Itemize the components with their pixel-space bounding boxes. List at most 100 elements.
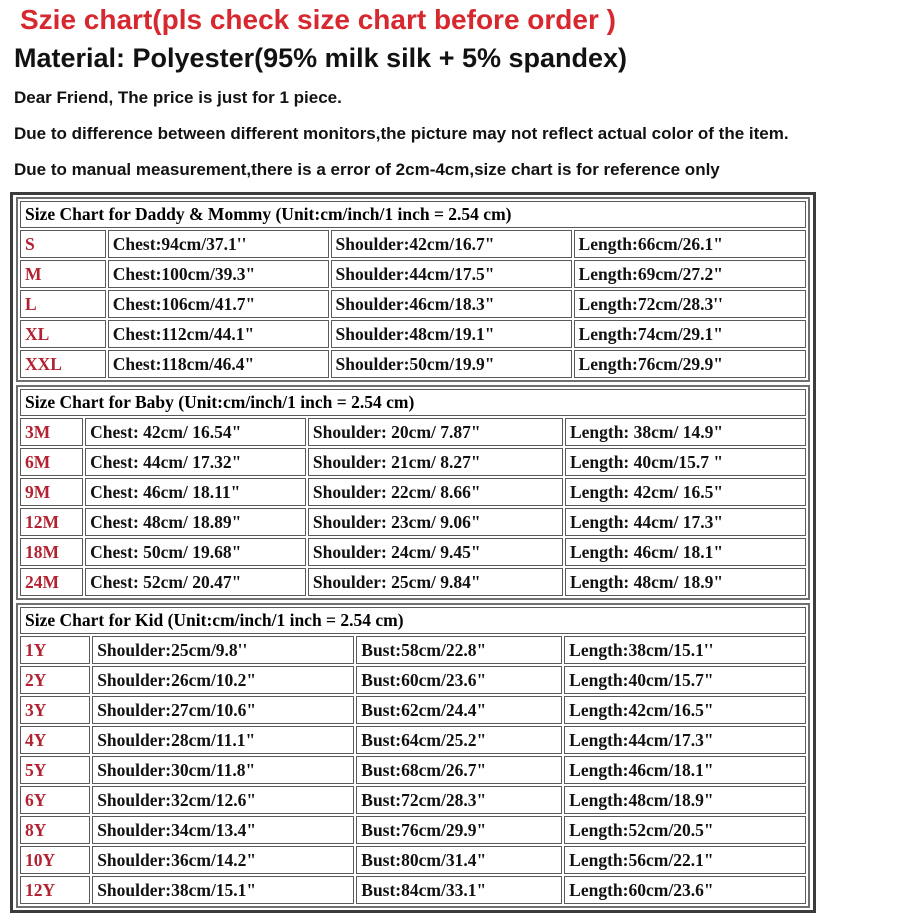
measurement-cell: Shoulder:44cm/17.5": [330, 260, 572, 288]
measurement-cell: Bust:62cm/24.4": [356, 696, 563, 724]
measurement-cell: Length:48cm/18.9": [564, 786, 806, 814]
measurement-cell: Shoulder:36cm/14.2": [92, 846, 355, 874]
measurement-cell: Shoulder: 24cm/ 9.45": [307, 538, 563, 566]
measurement-cell: Length:44cm/17.3": [564, 726, 806, 754]
measurement-cell: Length: 38cm/ 14.9": [564, 418, 806, 446]
measurement-cell: Chest:118cm/46.4": [107, 350, 329, 378]
table-row: M Chest:100cm/39.3" Shoulder:44cm/17.5" Len…: [20, 260, 806, 288]
measurement-cell: Length:72cm/28.3'': [573, 290, 806, 318]
size-label: 10Y: [20, 846, 91, 874]
measurement-cell: Chest:94cm/37.1'': [107, 230, 329, 258]
measurement-cell: Length:60cm/23.6": [564, 876, 806, 904]
table-row: 2Y Shoulder:26cm/10.2" Bust:60cm/23.6" Leng…: [20, 666, 806, 694]
measurement-cell: Chest: 52cm/ 20.47": [85, 568, 306, 596]
table-row: 18M Chest: 50cm/ 19.68" Shoulder: 24cm/ 9.…: [20, 538, 806, 566]
measurement-cell: Shoulder: 20cm/ 7.87": [307, 418, 563, 446]
measurement-cell: Bust:64cm/25.2": [356, 726, 563, 754]
measurement-cell: Length:42cm/16.5": [564, 696, 806, 724]
measurement-cell: Bust:84cm/33.1": [356, 876, 563, 904]
measurement-cell: Length:69cm/27.2": [573, 260, 806, 288]
size-label: XXL: [20, 350, 106, 378]
measurement-cell: Length:66cm/26.1": [573, 230, 806, 258]
measurement-cell: Shoulder: 23cm/ 9.06": [307, 508, 563, 536]
measurement-cell: Chest:100cm/39.3": [107, 260, 329, 288]
measurement-cell: Chest:112cm/44.1": [107, 320, 329, 348]
measurement-cell: Shoulder:26cm/10.2": [92, 666, 355, 694]
size-label: M: [20, 260, 106, 288]
size-table: Size Chart for Kid (Unit:cm/inch/1 inch …: [16, 603, 810, 908]
table-row: 3M Chest: 42cm/ 16.54" Shoulder: 20cm/ 7.8…: [20, 418, 806, 446]
measurement-cell: Shoulder:28cm/11.1": [92, 726, 355, 754]
size-label: 2Y: [20, 666, 91, 694]
measurement-cell: Length:52cm/20.5": [564, 816, 806, 844]
size-table: Size Chart for Daddy & Mommy (Unit:cm/in…: [16, 197, 810, 382]
measurement-cell: Shoulder:50cm/19.9": [330, 350, 572, 378]
table-row: 4Y Shoulder:28cm/11.1" Bust:64cm/25.2" Leng…: [20, 726, 806, 754]
measurement-cell: Bust:72cm/28.3": [356, 786, 563, 814]
table-title-row: Size Chart for Kid (Unit:cm/inch/1 inch …: [20, 607, 806, 634]
table-row: 9M Chest: 46cm/ 18.11" Shoulder: 22cm/ 8.6…: [20, 478, 806, 506]
size-label: 1Y: [20, 636, 91, 664]
table-title: Size Chart for Daddy & Mommy (Unit:cm/in…: [20, 201, 806, 228]
table-row: 12M Chest: 48cm/ 18.89" Shoulder: 23cm/ 9.…: [20, 508, 806, 536]
measurement-cell: Shoulder:34cm/13.4": [92, 816, 355, 844]
size-label: 6Y: [20, 786, 91, 814]
measurement-cell: Bust:58cm/22.8": [356, 636, 563, 664]
measurement-cell: Chest: 46cm/ 18.11": [85, 478, 306, 506]
size-label: L: [20, 290, 106, 318]
table-row: L Chest:106cm/41.7" Shoulder:46cm/18.3" Len…: [20, 290, 806, 318]
table-title: Size Chart for Kid (Unit:cm/inch/1 inch …: [20, 607, 806, 634]
table-row: XL Chest:112cm/44.1" Shoulder:48cm/19.1" Le…: [20, 320, 806, 348]
measurement-cell: Length: 48cm/ 18.9": [564, 568, 806, 596]
measurement-cell: Length: 44cm/ 17.3": [564, 508, 806, 536]
measurement-cell: Length: 46cm/ 18.1": [564, 538, 806, 566]
size-label: 9M: [20, 478, 84, 506]
note-measurement: Due to manual measurement,there is a err…: [14, 160, 720, 179]
size-label: 18M: [20, 538, 84, 566]
measurement-cell: Length:46cm/18.1": [564, 756, 806, 784]
measurement-cell: Shoulder:42cm/16.7": [330, 230, 572, 258]
table-row: 3Y Shoulder:27cm/10.6" Bust:62cm/24.4" Leng…: [20, 696, 806, 724]
size-table: Size Chart for Baby (Unit:cm/inch/1 inch…: [16, 385, 810, 600]
measurement-cell: Shoulder:38cm/15.1": [92, 876, 355, 904]
table-row: XXL Chest:118cm/46.4" Shoulder:50cm/19.9" L…: [20, 350, 806, 378]
measurement-cell: Shoulder:30cm/11.8": [92, 756, 355, 784]
table-row: 12Y Shoulder:38cm/15.1" Bust:84cm/33.1" Len…: [20, 876, 806, 904]
size-label: 12M: [20, 508, 84, 536]
measurement-cell: Shoulder: 21cm/ 8.27": [307, 448, 563, 476]
table-row: 24M Chest: 52cm/ 20.47" Shoulder: 25cm/ 9.…: [20, 568, 806, 596]
note-price: Dear Friend, The price is just for 1 pie…: [14, 88, 342, 107]
material-line: Material: Polyester(95% milk silk + 5% s…: [14, 43, 628, 73]
measurement-cell: Chest:106cm/41.7": [107, 290, 329, 318]
page-title: Szie chart(pls check size chart before o…: [20, 4, 616, 35]
size-tables: Size Chart for Daddy & Mommy (Unit:cm/in…: [10, 192, 816, 913]
measurement-cell: Length: 40cm/15.7 ": [564, 448, 806, 476]
measurement-cell: Bust:80cm/31.4": [356, 846, 563, 874]
measurement-cell: Length:74cm/29.1": [573, 320, 806, 348]
table-title: Size Chart for Baby (Unit:cm/inch/1 inch…: [20, 389, 806, 416]
size-label: 8Y: [20, 816, 91, 844]
table-row: 1Y Shoulder:25cm/9.8'' Bust:58cm/22.8" Leng…: [20, 636, 806, 664]
measurement-cell: Shoulder:27cm/10.6": [92, 696, 355, 724]
measurement-cell: Chest: 50cm/ 19.68": [85, 538, 306, 566]
size-label: 12Y: [20, 876, 91, 904]
measurement-cell: Shoulder: 22cm/ 8.66": [307, 478, 563, 506]
measurement-cell: Shoulder:46cm/18.3": [330, 290, 572, 318]
table-row: 10Y Shoulder:36cm/14.2" Bust:80cm/31.4" Len…: [20, 846, 806, 874]
table-title-row: Size Chart for Baby (Unit:cm/inch/1 inch…: [20, 389, 806, 416]
table-row: 6M Chest: 44cm/ 17.32" Shoulder: 21cm/ 8.2…: [20, 448, 806, 476]
measurement-cell: Bust:60cm/23.6": [356, 666, 563, 694]
size-label: 3Y: [20, 696, 91, 724]
size-label: 4Y: [20, 726, 91, 754]
measurement-cell: Length:56cm/22.1": [564, 846, 806, 874]
measurement-cell: Shoulder:32cm/12.6": [92, 786, 355, 814]
measurement-cell: Shoulder: 25cm/ 9.84": [307, 568, 563, 596]
measurement-cell: Length:76cm/29.9": [573, 350, 806, 378]
table-row: 8Y Shoulder:34cm/13.4" Bust:76cm/29.9" Leng…: [20, 816, 806, 844]
measurement-cell: Chest: 48cm/ 18.89": [85, 508, 306, 536]
size-label: XL: [20, 320, 106, 348]
measurement-cell: Length: 42cm/ 16.5": [564, 478, 806, 506]
table-row: 6Y Shoulder:32cm/12.6" Bust:72cm/28.3" Leng…: [20, 786, 806, 814]
measurement-cell: Chest: 44cm/ 17.32": [85, 448, 306, 476]
measurement-cell: Bust:68cm/26.7": [356, 756, 563, 784]
